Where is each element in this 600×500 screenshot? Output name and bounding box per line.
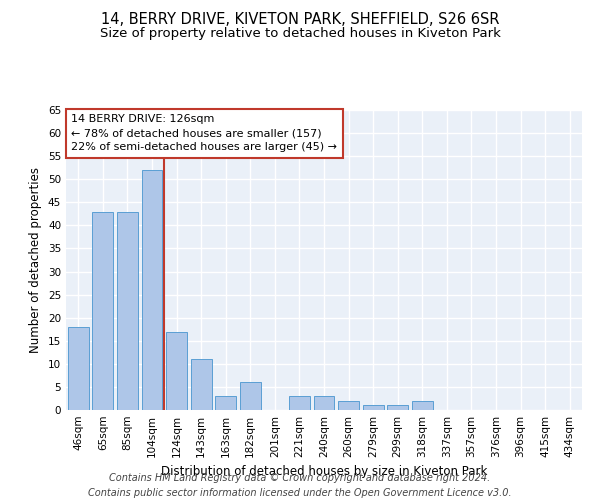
Bar — [191, 359, 212, 410]
Bar — [68, 327, 89, 410]
Bar — [412, 401, 433, 410]
X-axis label: Distribution of detached houses by size in Kiveton Park: Distribution of detached houses by size … — [161, 466, 487, 478]
Bar — [166, 332, 187, 410]
Bar — [117, 212, 138, 410]
Bar — [92, 212, 113, 410]
Bar — [240, 382, 261, 410]
Bar — [338, 401, 359, 410]
Text: 14 BERRY DRIVE: 126sqm
← 78% of detached houses are smaller (157)
22% of semi-de: 14 BERRY DRIVE: 126sqm ← 78% of detached… — [71, 114, 337, 152]
Bar — [215, 396, 236, 410]
Bar — [314, 396, 334, 410]
Y-axis label: Number of detached properties: Number of detached properties — [29, 167, 43, 353]
Text: Contains HM Land Registry data © Crown copyright and database right 2024.
Contai: Contains HM Land Registry data © Crown c… — [88, 472, 512, 498]
Text: Size of property relative to detached houses in Kiveton Park: Size of property relative to detached ho… — [100, 28, 500, 40]
Bar — [289, 396, 310, 410]
Bar — [387, 406, 408, 410]
Bar — [362, 406, 383, 410]
Text: 14, BERRY DRIVE, KIVETON PARK, SHEFFIELD, S26 6SR: 14, BERRY DRIVE, KIVETON PARK, SHEFFIELD… — [101, 12, 499, 28]
Bar — [142, 170, 163, 410]
